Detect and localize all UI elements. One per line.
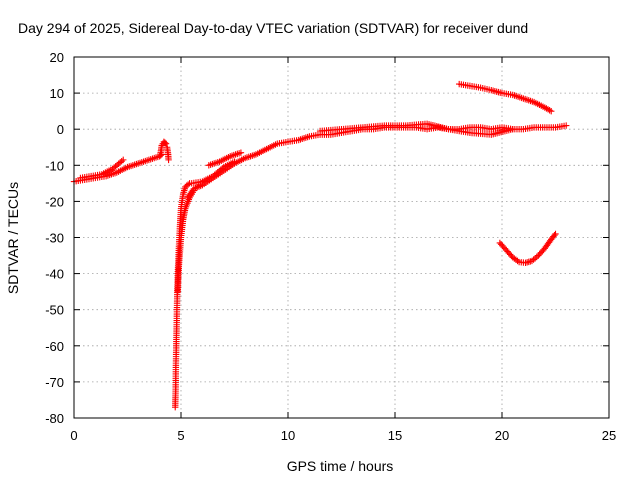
y-tick-label: -30 [45,231,64,246]
x-tick-label: 10 [281,428,295,443]
data-point [563,122,570,129]
x-axis-ticks: 0 5 10 15 20 25 [70,57,616,443]
x-axis-label: GPS time / hours [287,458,394,474]
x-tick-label: 0 [70,428,77,443]
y-tick-label: -60 [45,339,64,354]
y-tick-label: 20 [50,50,64,65]
y-axis-ticks: -80 -70 -60 -50 -40 -30 -20 -10 0 10 20 [45,50,609,426]
data-point-interp [184,181,192,188]
data-point [120,156,127,164]
y-tick-label: 10 [50,86,64,101]
data-series-dund [70,80,570,411]
data-point-interp [118,157,125,165]
y-tick-label: -50 [45,303,64,318]
data-point [548,107,555,115]
x-tick-label: 5 [177,428,184,443]
data-point [165,156,172,164]
chart-title: Day 294 of 2025, Sidereal Day-to-day VTE… [18,20,528,36]
y-axis-label: SDTVAR / TECUs [5,182,21,294]
data-point-interp [161,139,169,146]
y-tick-label: -80 [45,411,64,426]
x-tick-label: 15 [388,428,402,443]
data-point-interp [551,232,558,239]
y-tick-label: -10 [45,158,64,173]
data-point [552,230,559,238]
y-tick-label: -20 [45,194,64,209]
data-point [237,149,245,156]
x-tick-label: 25 [602,428,616,443]
y-tick-label: -70 [45,375,64,390]
y-tick-label: 0 [57,122,64,137]
data-point [162,140,170,147]
y-tick-label: -40 [45,267,64,282]
x-tick-label: 20 [495,428,509,443]
data-point [509,126,516,133]
